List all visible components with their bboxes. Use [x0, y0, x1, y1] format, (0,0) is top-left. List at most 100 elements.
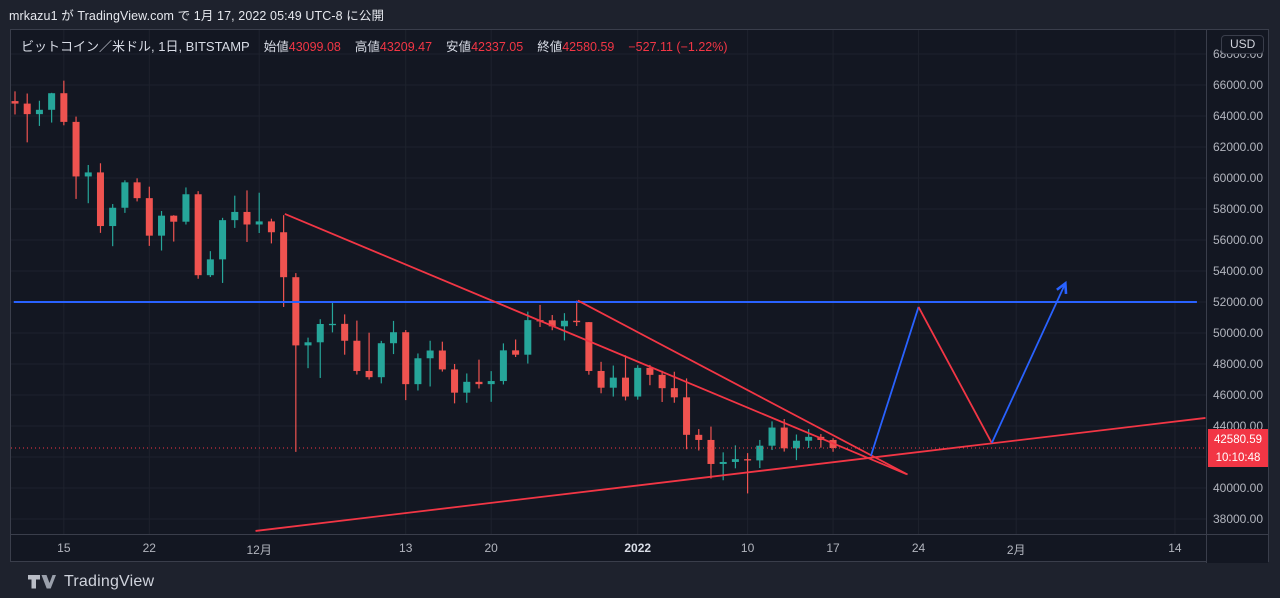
- candle-body: [719, 461, 727, 464]
- candle-body: [96, 172, 104, 227]
- candle-body: [707, 439, 715, 464]
- candle-body: [402, 332, 410, 385]
- candle-body: [548, 320, 556, 327]
- symbol-title[interactable]: ビットコイン／米ドル, 1日, BITSTAMP: [21, 39, 250, 54]
- time-axis[interactable]: 15 22 12月 13 20 2022 10 17 24 2月 14: [11, 534, 1206, 562]
- candle-body: [463, 381, 471, 393]
- projection-segment-red: [917, 306, 993, 444]
- candle-body: [780, 427, 788, 449]
- candle-body: [182, 194, 190, 222]
- candle-body: [243, 211, 251, 225]
- descending-trendline-2: [577, 299, 908, 476]
- candlestick-chart[interactable]: [11, 30, 1206, 534]
- candle-series: [11, 80, 837, 494]
- projection-segment-blue: [990, 280, 1068, 444]
- price-tick: 64000.00: [1212, 108, 1264, 123]
- publish-text: mrkazu1 が TradingView.com で 1月 17, 2022 …: [9, 9, 385, 23]
- time-tick-20: 20: [484, 541, 498, 555]
- candle-body: [792, 440, 800, 449]
- candle-body: [255, 221, 263, 225]
- legend-high: 高値43209.47: [354, 40, 433, 54]
- candle-body: [622, 377, 629, 397]
- candle-body: [683, 397, 691, 435]
- time-tick-15: 15: [57, 541, 71, 555]
- candle-body: [695, 434, 703, 440]
- descending-trendline-1: [284, 213, 907, 475]
- footer-brand-text: TradingView: [64, 573, 155, 590]
- candle-body: [11, 101, 19, 104]
- legend-low: 安値42337.05: [446, 40, 524, 54]
- candle-body: [560, 320, 568, 327]
- candle-body: [231, 211, 239, 221]
- candle-body: [206, 259, 214, 276]
- candle-body: [133, 182, 141, 199]
- chart-legend[interactable]: ビットコイン／米ドル, 1日, BITSTAMP 始値43099.08 高値43…: [21, 36, 728, 55]
- chart-pane[interactable]: [11, 30, 1206, 534]
- candle-body: [35, 109, 43, 115]
- price-axis[interactable]: USD 42580.59 10:10:48 68000.0066000.0064…: [1206, 30, 1268, 563]
- price-tick: 56000.00: [1212, 232, 1264, 247]
- price-tick: 58000.00: [1212, 201, 1264, 216]
- candle-body: [609, 377, 617, 388]
- chart-widget: ビットコイン／米ドル, 1日, BITSTAMP 始値43099.08 高値43…: [10, 29, 1269, 563]
- candle-body: [756, 445, 764, 461]
- candle-body: [768, 427, 776, 446]
- time-tick-2022: 2022: [624, 541, 652, 555]
- time-tick-2月: 2月: [1006, 543, 1026, 557]
- candle-body: [109, 207, 117, 227]
- publish-bar: mrkazu1 が TradingView.com で 1月 17, 2022 …: [0, 0, 1280, 29]
- time-tick-13: 13: [399, 541, 413, 555]
- footer-brand-link[interactable]: TradingView: [28, 569, 154, 595]
- price-tick: 52000.00: [1212, 294, 1264, 309]
- candle-body: [573, 320, 581, 323]
- candle-body: [280, 232, 288, 278]
- candle-body: [731, 459, 739, 462]
- price-tick: 48000.00: [1212, 356, 1264, 371]
- candle-body: [84, 172, 92, 177]
- candle-body: [390, 332, 398, 344]
- candle-body: [341, 323, 349, 341]
- projection-segment-blue: [870, 306, 920, 457]
- time-tick-12月: 12月: [246, 543, 272, 557]
- candle-body: [438, 350, 446, 370]
- candle-body: [805, 436, 813, 441]
- last-price-value: 42580.59: [1214, 433, 1262, 446]
- candle-body: [658, 374, 666, 389]
- price-tick: 60000.00: [1212, 170, 1264, 185]
- price-tick: 62000.00: [1212, 139, 1264, 154]
- time-tick-10: 10: [740, 541, 755, 555]
- currency-badge[interactable]: USD: [1221, 35, 1265, 54]
- candle-body: [475, 381, 483, 385]
- candle-body: [499, 350, 507, 382]
- time-tick-14: 14: [1168, 541, 1182, 555]
- time-tick-22: 22: [142, 541, 156, 555]
- candle-body: [353, 340, 361, 371]
- legend-open: 始値43099.08: [263, 40, 341, 54]
- candle-body: [744, 459, 752, 461]
- candle-body: [145, 198, 153, 236]
- candle-body: [170, 215, 178, 222]
- candle-body: [48, 93, 56, 110]
- candle-body: [670, 388, 678, 398]
- candle-body: [158, 215, 166, 236]
- legend-close: 終値42580.59: [537, 40, 615, 54]
- candle-body: [512, 350, 520, 355]
- candle-body: [451, 369, 459, 393]
- candle-body: [524, 320, 532, 355]
- candle-body: [365, 370, 373, 378]
- legend-change: −527.11 (−1.22%): [628, 40, 728, 54]
- candle-body: [23, 103, 31, 115]
- candle-body: [585, 322, 593, 371]
- candle-body: [328, 323, 336, 326]
- price-tick: 66000.00: [1212, 77, 1264, 92]
- drawing-overlays: [11, 213, 1206, 532]
- candle-body: [194, 194, 202, 276]
- candle-body: [597, 370, 605, 388]
- candle-body: [426, 350, 434, 359]
- candle-body: [414, 358, 422, 385]
- candle-body: [646, 367, 654, 375]
- time-tick-17: 17: [826, 541, 840, 555]
- candle-body: [60, 93, 68, 122]
- candle-body: [219, 220, 227, 260]
- axis-corner: [1206, 534, 1268, 562]
